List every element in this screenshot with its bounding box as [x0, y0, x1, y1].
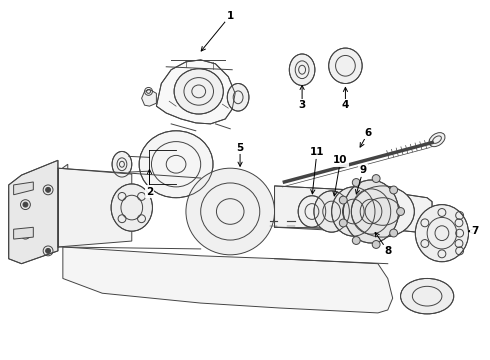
Ellipse shape	[227, 84, 249, 111]
Ellipse shape	[139, 131, 213, 198]
Ellipse shape	[429, 132, 445, 147]
Text: 11: 11	[310, 148, 324, 194]
Text: 3: 3	[298, 85, 306, 110]
Ellipse shape	[314, 191, 349, 232]
Circle shape	[46, 188, 50, 192]
Text: 8: 8	[375, 233, 392, 256]
Ellipse shape	[289, 54, 315, 85]
Circle shape	[352, 179, 360, 186]
Text: 10: 10	[333, 155, 348, 196]
Ellipse shape	[400, 278, 454, 314]
Text: 1: 1	[201, 10, 234, 51]
Circle shape	[390, 186, 397, 194]
Polygon shape	[9, 164, 68, 259]
Polygon shape	[274, 186, 432, 233]
Polygon shape	[63, 247, 392, 313]
Circle shape	[340, 219, 347, 227]
Text: 6: 6	[360, 128, 372, 147]
Circle shape	[340, 196, 347, 204]
Polygon shape	[58, 168, 132, 247]
Circle shape	[390, 229, 397, 237]
Text: 9: 9	[355, 165, 367, 194]
Ellipse shape	[329, 48, 362, 84]
Text: 4: 4	[342, 87, 349, 110]
Text: 5: 5	[237, 143, 244, 166]
Polygon shape	[9, 160, 58, 264]
Polygon shape	[142, 89, 156, 106]
Ellipse shape	[298, 196, 326, 227]
Circle shape	[372, 175, 380, 183]
Circle shape	[372, 240, 380, 248]
Text: 2: 2	[146, 170, 153, 197]
Ellipse shape	[343, 180, 398, 243]
Circle shape	[23, 202, 28, 207]
Ellipse shape	[111, 184, 152, 231]
Circle shape	[46, 248, 50, 253]
Circle shape	[352, 237, 360, 244]
Ellipse shape	[416, 204, 468, 262]
Ellipse shape	[351, 186, 415, 237]
Circle shape	[396, 208, 405, 215]
Polygon shape	[156, 60, 235, 124]
Circle shape	[23, 232, 28, 237]
Polygon shape	[14, 182, 33, 195]
Ellipse shape	[186, 168, 274, 255]
Ellipse shape	[332, 187, 375, 236]
Polygon shape	[14, 227, 33, 239]
Ellipse shape	[112, 152, 132, 177]
Text: 7: 7	[468, 226, 479, 236]
Ellipse shape	[174, 69, 223, 114]
